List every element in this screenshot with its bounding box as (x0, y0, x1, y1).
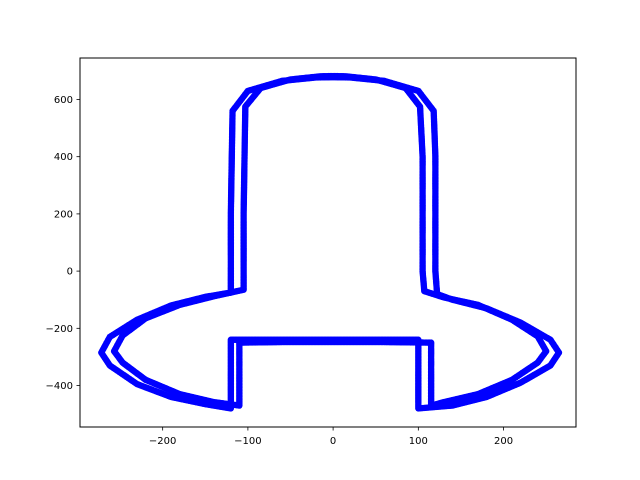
y-tick-label: 200 (54, 209, 73, 220)
x-tick-label: −100 (234, 436, 261, 447)
plot-area (98, 72, 563, 412)
y-axis: −400 −200 0 200 400 600 (46, 95, 80, 392)
x-axis: −200 −100 0 100 200 (149, 427, 513, 447)
y-tick-label: 400 (54, 152, 73, 163)
series-1 (110, 72, 550, 409)
data-point (239, 286, 246, 294)
y-tick-label: −400 (46, 381, 73, 392)
y-tick-label: 600 (54, 95, 73, 106)
y-tick-label: −200 (46, 324, 73, 335)
axes-frame (79, 57, 577, 428)
x-tick-label: −200 (149, 436, 176, 447)
x-tick-label: 100 (409, 436, 428, 447)
x-tick-label: 200 (494, 436, 513, 447)
y-tick-label: 0 (67, 267, 73, 278)
x-tick-label: 0 (330, 436, 336, 447)
